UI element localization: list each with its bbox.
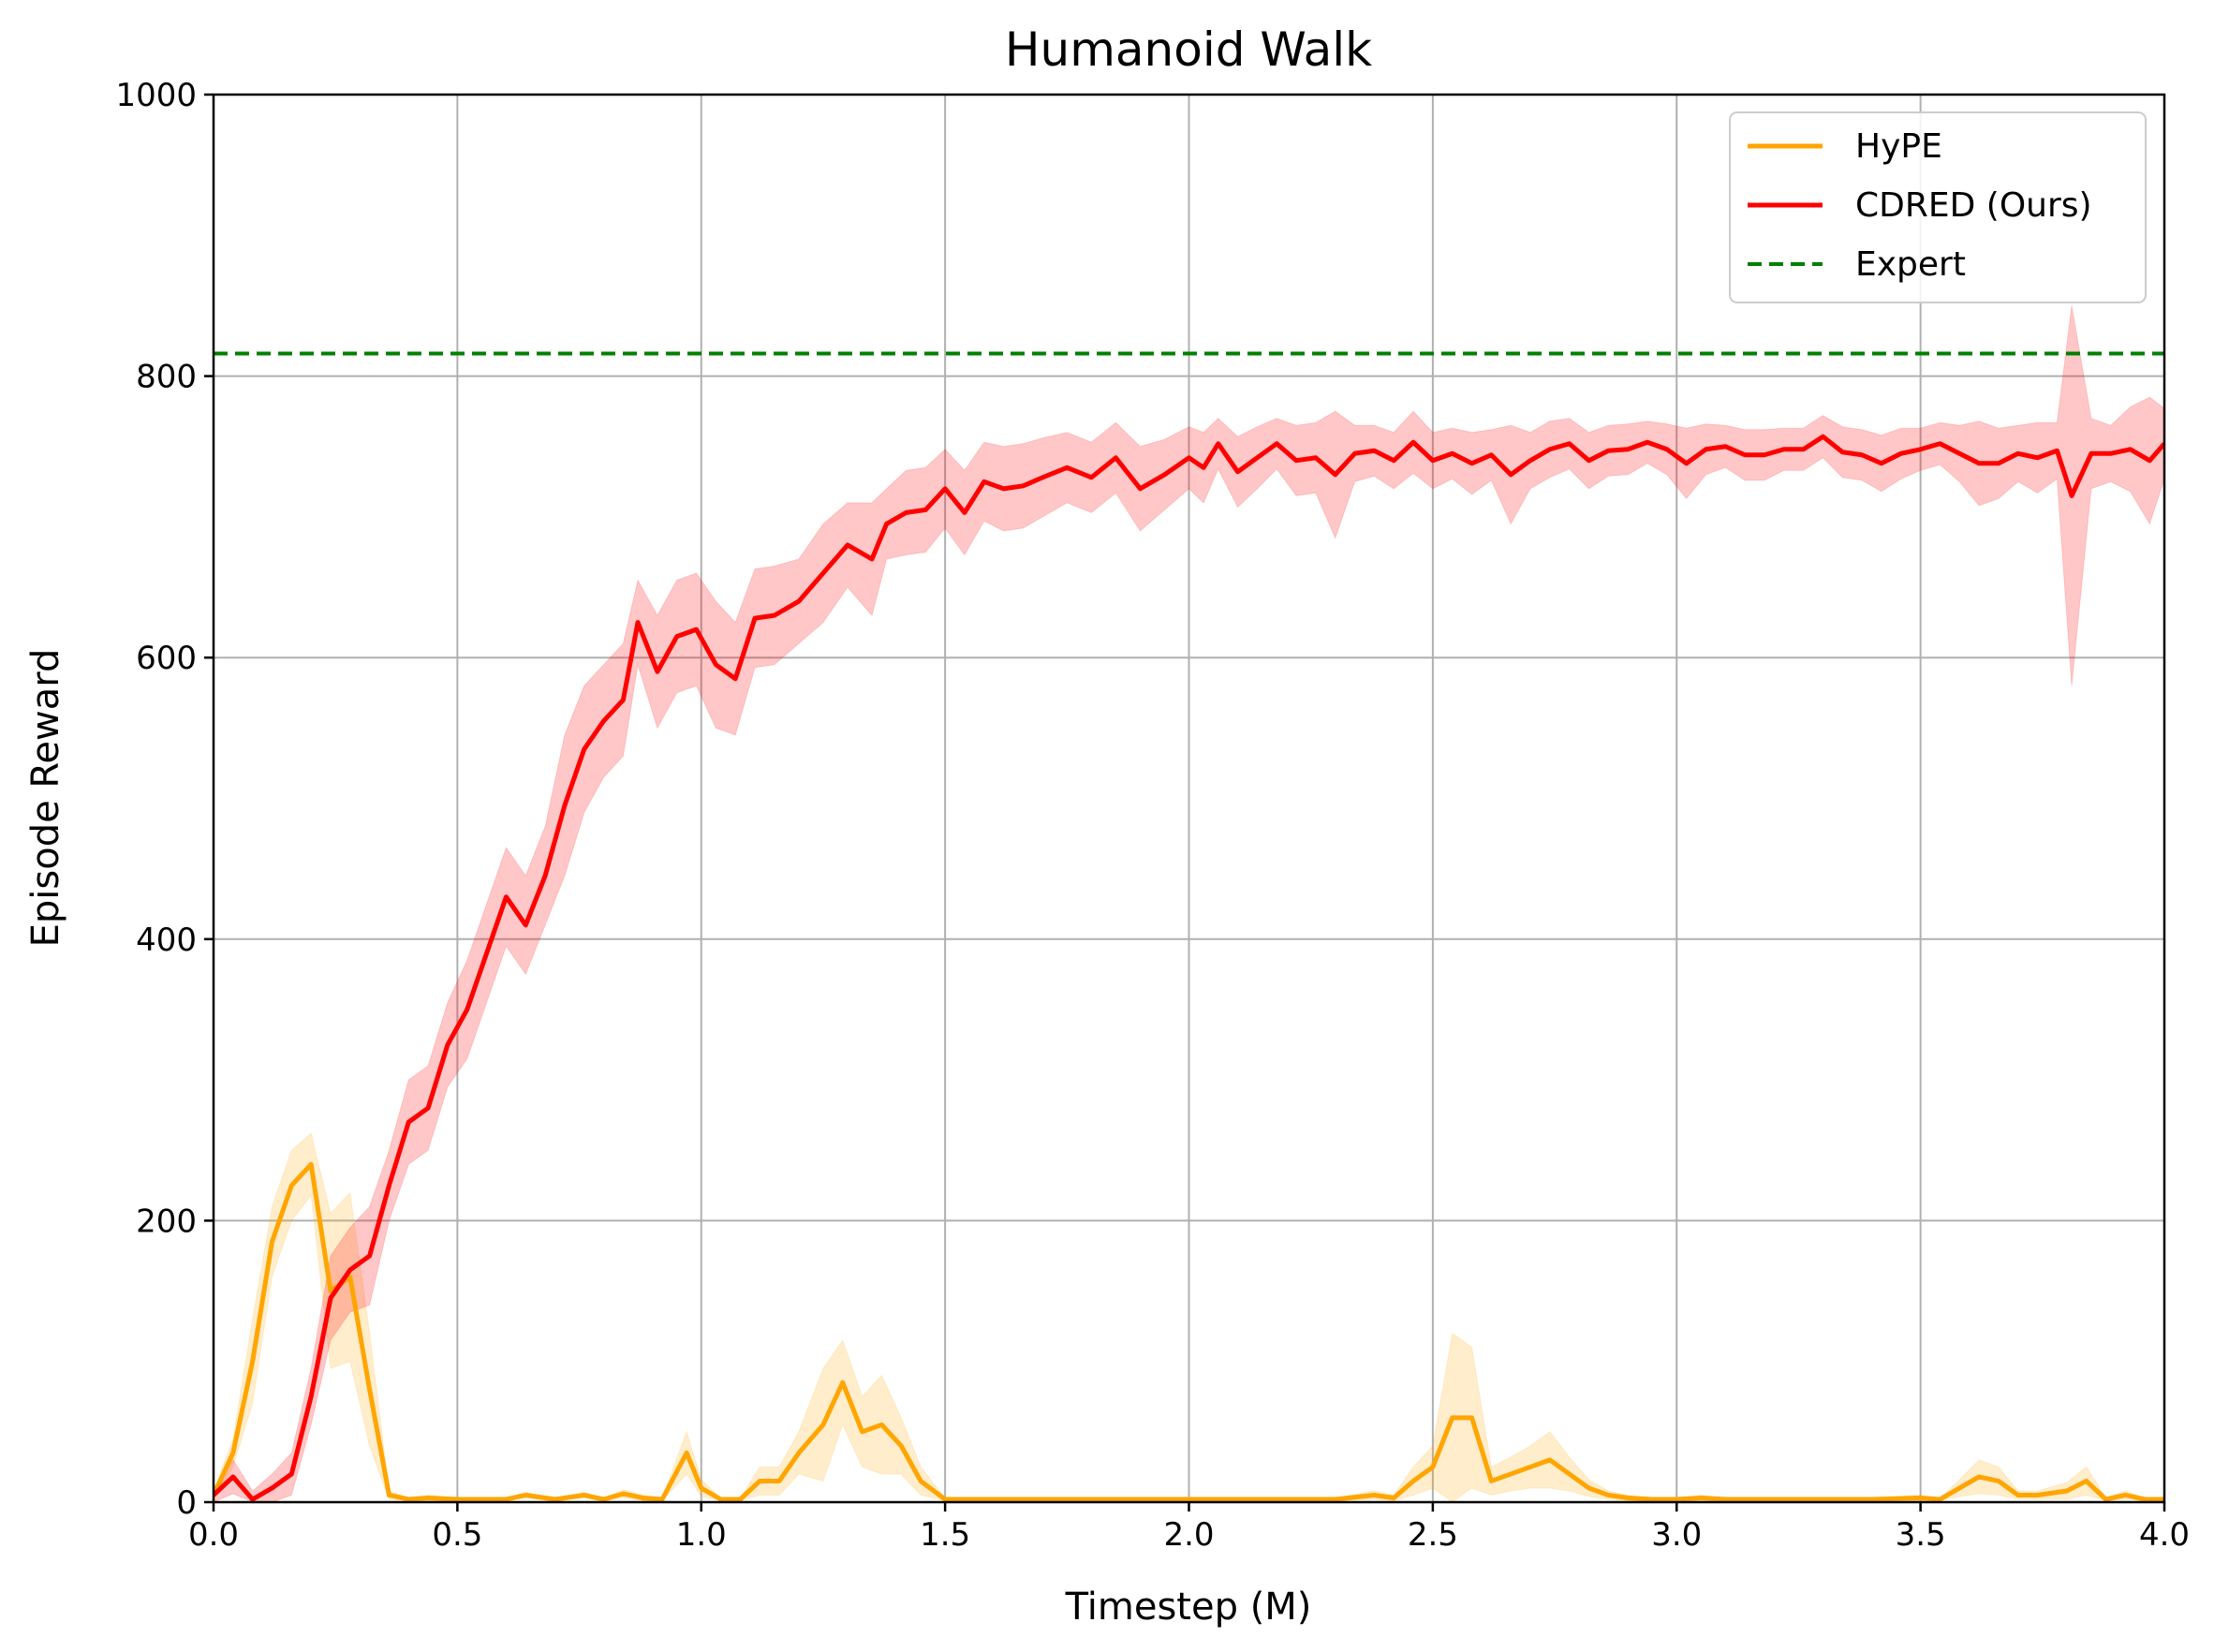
legend: HyPE CDRED (Ours) Expert: [1729, 111, 2147, 303]
x-tick-label: 3.0: [1651, 1516, 1702, 1554]
cdred-ours-line: [214, 434, 2164, 1502]
y-tick-label: 400: [136, 922, 197, 959]
x-tick-label: 4.0: [2139, 1516, 2190, 1554]
x-tick-label: 2.5: [1408, 1516, 1458, 1554]
x-tick-label: 2.0: [1163, 1516, 1214, 1554]
y-tick-label: 1000: [115, 77, 197, 114]
legend-label-expert: Expert: [1855, 245, 1966, 284]
cdred-ours-confidence-band: [214, 305, 2164, 1502]
legend-box: [1729, 111, 2147, 303]
hype-confidence-band: [214, 1132, 2164, 1502]
y-tick-label: 0: [176, 1484, 197, 1522]
legend-label-cdred: CDRED (Ours): [1855, 186, 2092, 225]
ticks: 0.0 0.5 1.0 1.5 2.0 2.5 3.0 3.5 4.0 0 200 400 600 800…: [115, 77, 2190, 1554]
x-tick-label: 3.5: [1896, 1516, 1946, 1554]
grid: [213, 94, 2165, 1503]
legend-label-hype: HyPE: [1855, 127, 1942, 166]
hype-line: [214, 1161, 2164, 1502]
x-tick-label: 0.5: [432, 1516, 482, 1554]
x-axis-title: Timestep (M): [1065, 1586, 1312, 1629]
chart-title: Humanoid Walk: [1005, 22, 1372, 77]
y-tick-label: 600: [136, 640, 197, 677]
y-tick-label: 800: [136, 359, 197, 396]
x-tick-label: 0.0: [188, 1516, 239, 1554]
y-tick-label: 200: [136, 1202, 197, 1240]
y-axis-title: Episode Reward: [24, 649, 67, 948]
x-tick-label: 1.0: [676, 1516, 727, 1554]
series-layer: [214, 305, 2164, 1502]
x-tick-label: 1.5: [920, 1516, 970, 1554]
